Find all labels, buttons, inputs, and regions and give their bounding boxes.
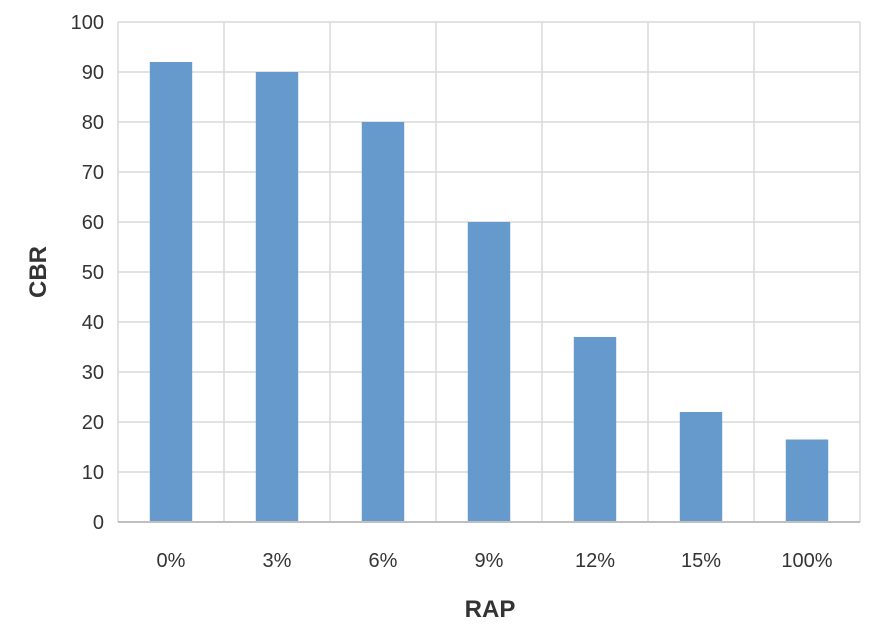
x-tick-labels: 0% 3% 6% 9% 12% 15% 100% <box>157 550 833 572</box>
y-tick-label: 30 <box>82 362 104 384</box>
y-axis-title: CBR <box>25 246 52 298</box>
bars-layer <box>149 62 829 522</box>
x-tick-label: 15% <box>681 550 721 572</box>
x-tick-label: 9% <box>475 550 504 572</box>
y-tick-label: 20 <box>82 412 104 434</box>
y-tick-label: 90 <box>82 62 104 84</box>
y-tick-label: 0 <box>93 512 104 534</box>
bar-6pct <box>361 122 405 522</box>
bar-15pct <box>679 412 723 522</box>
y-tick-label: 80 <box>82 112 104 134</box>
y-tick-label: 60 <box>82 212 104 234</box>
bar-100pct <box>785 439 829 522</box>
y-tick-label: 40 <box>82 312 104 334</box>
bar-9pct <box>467 222 511 522</box>
y-tick-label: 70 <box>82 162 104 184</box>
bar-3pct <box>255 72 299 522</box>
x-tick-label: 12% <box>575 550 615 572</box>
x-tick-label: 3% <box>263 550 292 572</box>
x-tick-label: 0% <box>157 550 186 572</box>
y-tick-label: 100 <box>71 12 104 34</box>
y-tick-label: 50 <box>82 262 104 284</box>
x-axis-title: RAP <box>465 596 516 623</box>
y-tick-label: 10 <box>82 462 104 484</box>
bar-0pct <box>149 62 193 522</box>
x-tick-label: 100% <box>781 550 832 572</box>
bar-12pct <box>573 337 617 522</box>
y-tick-labels: 0 10 20 30 40 50 60 70 80 90 100 <box>71 12 104 534</box>
x-tick-label: 6% <box>369 550 398 572</box>
